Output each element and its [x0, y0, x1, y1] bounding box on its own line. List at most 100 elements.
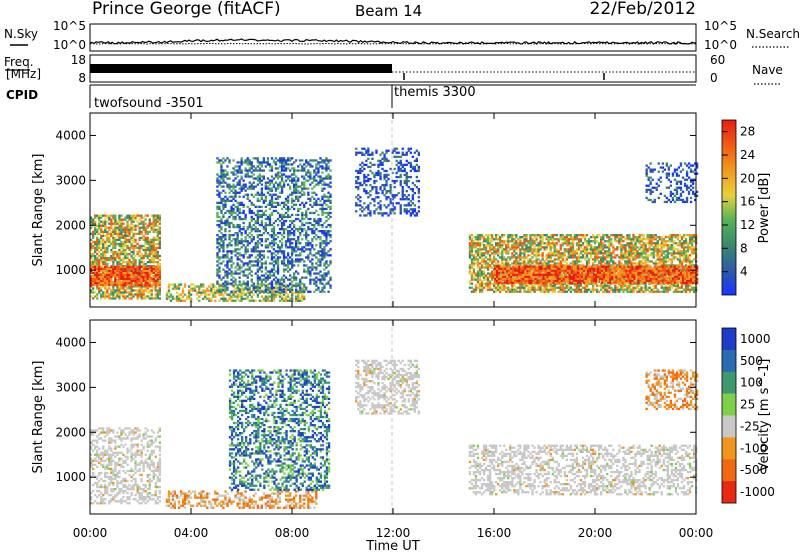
heatmap-cell: [480, 282, 484, 285]
heatmap-cell: [132, 234, 135, 237]
heatmap-cell: [92, 265, 95, 268]
heatmap-cell: [357, 177, 360, 181]
heatmap-cell: [493, 246, 496, 249]
heatmap-cell: [194, 289, 197, 292]
heatmap-cell: [158, 281, 161, 285]
heatmap-cell: [515, 258, 518, 261]
heatmap-cell: [120, 246, 123, 250]
heatmap-cell: [476, 234, 480, 237]
heatmap-cell: [315, 179, 318, 182]
heatmap-cell: [244, 185, 247, 188]
heatmap-cell: [282, 252, 286, 255]
heatmap-cell: [329, 169, 332, 172]
heatmap-cell: [240, 287, 243, 290]
heatmap-cell: [399, 175, 402, 179]
heatmap-cell: [150, 277, 153, 281]
heatmap-cell: [305, 270, 308, 273]
heatmap-cell: [472, 244, 476, 247]
heatmap-cell: [282, 293, 286, 296]
heatmap-cell: [136, 265, 139, 268]
heatmap-cell: [112, 285, 115, 288]
heatmap-cell: [291, 167, 294, 170]
heatmap-cell: [100, 230, 103, 233]
heatmap-cell: [236, 175, 239, 178]
heatmap-cell: [523, 290, 526, 293]
heatmap-cell: [385, 173, 388, 177]
heatmap-cell: [287, 195, 290, 198]
heatmap-cell: [493, 260, 496, 263]
heatmap-cell: [144, 281, 147, 285]
heatmap-cell: [256, 244, 259, 247]
heatmap-cell: [266, 223, 270, 227]
heatmap-cell: [295, 181, 298, 184]
heatmap-cell: [260, 244, 263, 247]
heatmap-cell: [222, 189, 225, 192]
heatmap-cell: [132, 220, 135, 223]
heatmap-cell: [375, 149, 378, 152]
heatmap-cell: [198, 289, 201, 292]
heatmap-cell: [505, 246, 508, 249]
heatmap-cell: [108, 228, 111, 231]
heatmap-cell: [371, 157, 374, 160]
heatmap-cell: [196, 293, 199, 296]
heatmap-cell: [126, 263, 129, 266]
heatmap-cell: [474, 258, 478, 261]
heatmap-cell: [218, 195, 221, 198]
heatmap-cell: [561, 284, 564, 287]
heatmap-cell: [94, 279, 97, 283]
heatmap-cell: [122, 261, 125, 264]
heatmap-cell: [319, 278, 322, 281]
heatmap-cell: [238, 187, 241, 190]
heatmap-cell: [158, 293, 161, 296]
heatmap-cell: [230, 299, 233, 302]
heatmap-cell: [565, 262, 568, 265]
heatmap-cell: [289, 193, 292, 196]
heatmap-cell: [154, 271, 157, 274]
heatmap-cell: [100, 297, 103, 300]
heatmap-cell: [297, 213, 300, 217]
heatmap-cell: [98, 263, 101, 266]
beam-label: Beam 14: [355, 2, 422, 20]
heatmap-cell: [224, 221, 227, 225]
heatmap-cell: [242, 256, 245, 259]
heatmap-cell: [228, 250, 231, 253]
heatmap-cell: [521, 286, 524, 289]
heatmap-cell: [126, 232, 129, 235]
heatmap-cell: [505, 262, 508, 265]
heatmap-cell: [144, 240, 147, 244]
heatmap-cell: [491, 252, 494, 255]
heatmap-cell: [403, 173, 406, 177]
heatmap-cell: [230, 240, 233, 243]
heatmap-cell: [132, 238, 135, 241]
heatmap-cell: [234, 240, 237, 243]
heatmap-cell: [222, 169, 225, 172]
heatmap-cell: [254, 264, 257, 267]
heatmap-cell: [499, 286, 502, 289]
heatmap-cell: [375, 208, 378, 211]
heatmap-cell: [134, 261, 137, 264]
heatmap-cell: [484, 278, 488, 281]
heatmap-cell: [268, 299, 272, 302]
heatmap-cell: [557, 258, 560, 261]
heatmap-cell: [319, 242, 322, 245]
heatmap-cell: [493, 252, 496, 255]
heatmap-cell: [287, 278, 290, 281]
heatmap-cell: [295, 191, 298, 194]
heatmap-cell: [375, 151, 378, 154]
heatmap-cell: [541, 240, 544, 243]
heatmap-cell: [497, 250, 500, 253]
heatmap-cell: [102, 279, 105, 283]
heatmap-cell: [282, 254, 286, 257]
heatmap-cell: [220, 177, 223, 180]
heatmap-cell: [315, 199, 318, 202]
heatmap-cell: [228, 161, 231, 164]
heatmap-cell: [307, 272, 310, 275]
heatmap-cell: [505, 250, 508, 253]
heatmap-cell: [470, 234, 474, 237]
heatmap-cell: [114, 295, 117, 298]
heatmap-cell: [297, 299, 300, 302]
heatmap-cell: [474, 252, 478, 255]
heatmap-cell: [527, 240, 530, 243]
heatmap-cell: [284, 215, 288, 219]
